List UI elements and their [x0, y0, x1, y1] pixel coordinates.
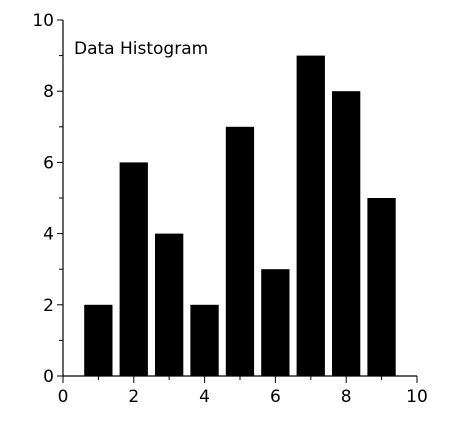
x-tick-label-4: 4 [199, 387, 210, 407]
bars-group [84, 55, 396, 376]
histogram-bar-7 [296, 55, 325, 376]
chart-title: Data Histogram [74, 39, 208, 59]
axes-group: 0 2 4 6 8 10 0 2 4 6 8 10 [32, 11, 427, 407]
y-tick-label-4: 4 [43, 225, 54, 245]
y-tick-label-6: 6 [43, 153, 54, 173]
histogram-bar-3 [155, 233, 184, 376]
histogram-bar-9 [367, 198, 396, 376]
x-tick-label-6: 6 [270, 387, 281, 407]
histogram-bar-1 [84, 304, 113, 376]
y-tick-label-2: 2 [43, 296, 54, 316]
x-tick-label-8: 8 [341, 387, 352, 407]
y-tick-label-8: 8 [43, 82, 54, 102]
y-tick-label-0: 0 [43, 367, 54, 387]
x-tick-label-10: 10 [406, 387, 428, 407]
histogram-bar-4 [190, 304, 219, 376]
histogram-bar-5 [225, 126, 255, 376]
y-tick-label-10: 10 [32, 11, 54, 31]
x-tick-label-0: 0 [58, 387, 69, 407]
x-tick-label-2: 2 [128, 387, 139, 407]
histogram-bar-2 [119, 162, 148, 376]
histogram-bar-6 [261, 269, 290, 376]
histogram-bar-8 [332, 91, 361, 376]
